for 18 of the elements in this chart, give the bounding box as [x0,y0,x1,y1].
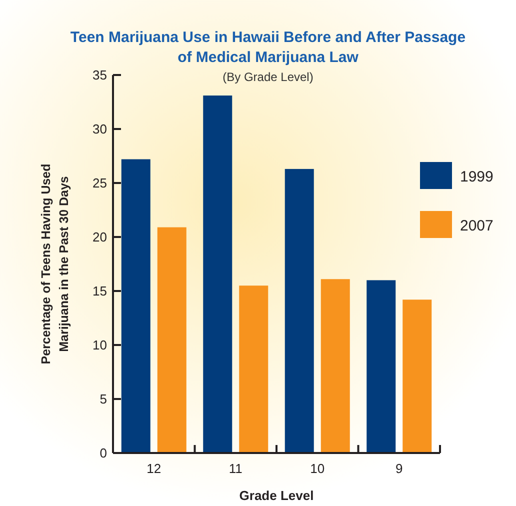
x-tick-label: 12 [146,461,162,476]
y-axis-title: Percentage of Teens Having Used Marijuana in the Past 30 Days [39,164,71,364]
legend-label: 2007 [460,217,494,234]
x-tick-label: 11 [228,461,242,476]
y-tick-label: 15 [92,284,107,299]
y-tick-label: 20 [92,230,107,245]
y-tick-label: 10 [92,338,107,353]
y-tick-label: 25 [92,176,107,191]
y-tick-label: 35 [92,68,107,83]
x-axis-title: Grade Level [239,488,314,503]
chart-title: Teen Marijuana Use in Hawaii Before and After Passage of Medical Marijuana Law [70,29,466,66]
chart-subtitle: (By Grade Level) [222,70,314,84]
legend-label: 1999 [460,168,494,186]
y-tick-label: 30 [92,122,107,137]
x-tick-label: 9 [396,461,403,476]
y-tick-label: 5 [100,392,107,407]
x-tick-label: 10 [310,461,325,476]
y-tick-label: 0 [100,446,107,461]
